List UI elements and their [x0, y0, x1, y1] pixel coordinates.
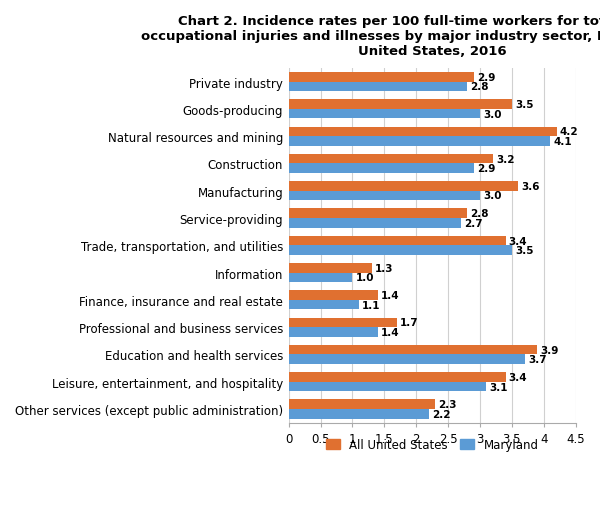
- Title: Chart 2. Incidence rates per 100 full-time workers for total nonfatal
occupation: Chart 2. Incidence rates per 100 full-ti…: [141, 15, 600, 58]
- Bar: [289, 82, 467, 92]
- Bar: [289, 219, 461, 228]
- Text: 3.1: 3.1: [490, 382, 508, 392]
- Bar: [289, 100, 512, 110]
- Bar: [289, 155, 493, 164]
- Bar: [289, 191, 480, 201]
- Text: 3.4: 3.4: [509, 372, 527, 382]
- Bar: [289, 236, 506, 246]
- Bar: [289, 246, 512, 256]
- Bar: [289, 318, 397, 328]
- Bar: [289, 355, 524, 364]
- Text: 3.9: 3.9: [541, 345, 559, 355]
- Text: 2.8: 2.8: [470, 82, 489, 92]
- Text: 3.0: 3.0: [483, 110, 502, 119]
- Text: 2.7: 2.7: [464, 218, 482, 228]
- Text: 3.6: 3.6: [521, 182, 540, 191]
- Text: 3.2: 3.2: [496, 155, 514, 164]
- Bar: [289, 164, 473, 174]
- Text: 4.2: 4.2: [560, 127, 578, 137]
- Bar: [289, 382, 487, 391]
- Text: 1.0: 1.0: [356, 273, 374, 283]
- Bar: [289, 409, 429, 419]
- Bar: [289, 291, 378, 300]
- Text: 1.1: 1.1: [362, 300, 380, 310]
- Text: 3.7: 3.7: [528, 355, 547, 365]
- Bar: [289, 127, 557, 137]
- Text: 1.4: 1.4: [381, 290, 400, 300]
- Text: 1.3: 1.3: [375, 263, 393, 273]
- Text: 2.2: 2.2: [432, 409, 451, 419]
- Text: 1.4: 1.4: [381, 327, 400, 337]
- Text: 1.7: 1.7: [400, 318, 419, 328]
- Text: 2.8: 2.8: [470, 209, 489, 219]
- Text: 4.1: 4.1: [553, 137, 572, 146]
- Bar: [289, 110, 480, 119]
- Bar: [289, 209, 467, 219]
- Bar: [289, 373, 506, 382]
- Bar: [289, 264, 371, 273]
- Legend: All United States, Maryland: All United States, Maryland: [321, 433, 543, 456]
- Bar: [289, 137, 550, 146]
- Bar: [289, 300, 359, 310]
- Text: 3.5: 3.5: [515, 100, 533, 110]
- Bar: [289, 182, 518, 191]
- Bar: [289, 73, 473, 82]
- Bar: [289, 273, 352, 283]
- Text: 2.9: 2.9: [477, 73, 495, 83]
- Text: 3.4: 3.4: [509, 236, 527, 246]
- Text: 3.0: 3.0: [483, 191, 502, 201]
- Bar: [289, 345, 538, 355]
- Bar: [289, 399, 436, 409]
- Text: 2.9: 2.9: [477, 164, 495, 174]
- Text: 2.3: 2.3: [439, 399, 457, 410]
- Text: 3.5: 3.5: [515, 245, 533, 256]
- Bar: [289, 328, 378, 337]
